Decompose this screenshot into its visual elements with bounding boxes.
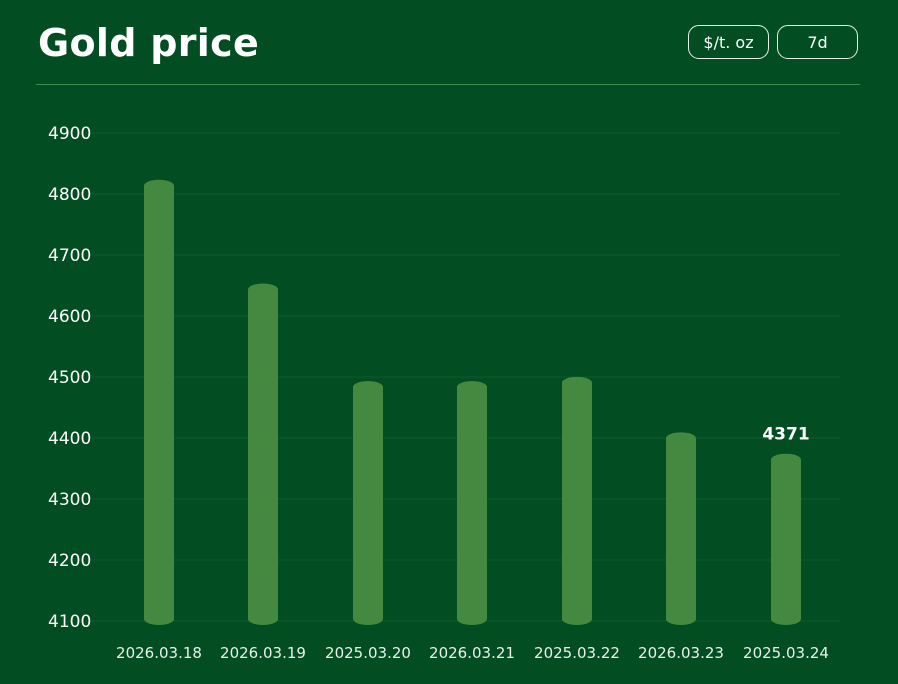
y-tick-label: 4100 xyxy=(48,612,91,632)
bar xyxy=(353,381,383,625)
y-tick-label: 4400 xyxy=(48,429,91,449)
bar xyxy=(457,381,487,625)
time-range-button[interactable]: 7d xyxy=(777,25,858,59)
y-tick-label: 4800 xyxy=(48,185,91,205)
y-tick-label: 4300 xyxy=(48,490,91,510)
bar xyxy=(144,179,174,626)
chart-header: Gold price $/t. oz 7d xyxy=(0,0,898,86)
y-tick-label: 4700 xyxy=(48,246,91,266)
bar xyxy=(771,453,801,625)
header-divider xyxy=(36,84,860,85)
bar xyxy=(666,432,696,625)
x-tick-label: 2026.03.19 xyxy=(220,644,306,662)
chart-title: Gold price xyxy=(38,21,260,65)
y-tick-label: 4900 xyxy=(48,124,91,144)
x-tick-label: 2026.03.18 xyxy=(116,644,202,662)
x-tick-label: 2026.03.21 xyxy=(429,644,515,662)
x-tick-label: 2025.03.20 xyxy=(325,644,411,662)
x-tick-label: 2025.03.22 xyxy=(534,644,620,662)
y-tick-label: 4600 xyxy=(48,307,91,327)
unit-selector-button[interactable]: $/t. oz xyxy=(688,25,769,59)
x-tick-label: 2026.03.23 xyxy=(638,644,724,662)
bar xyxy=(248,283,278,625)
data-label: 4371 xyxy=(762,425,809,445)
y-tick-label: 4200 xyxy=(48,551,91,571)
bar xyxy=(562,376,592,625)
y-tick-label: 4500 xyxy=(48,368,91,388)
x-tick-label: 2025.03.24 xyxy=(743,644,829,662)
